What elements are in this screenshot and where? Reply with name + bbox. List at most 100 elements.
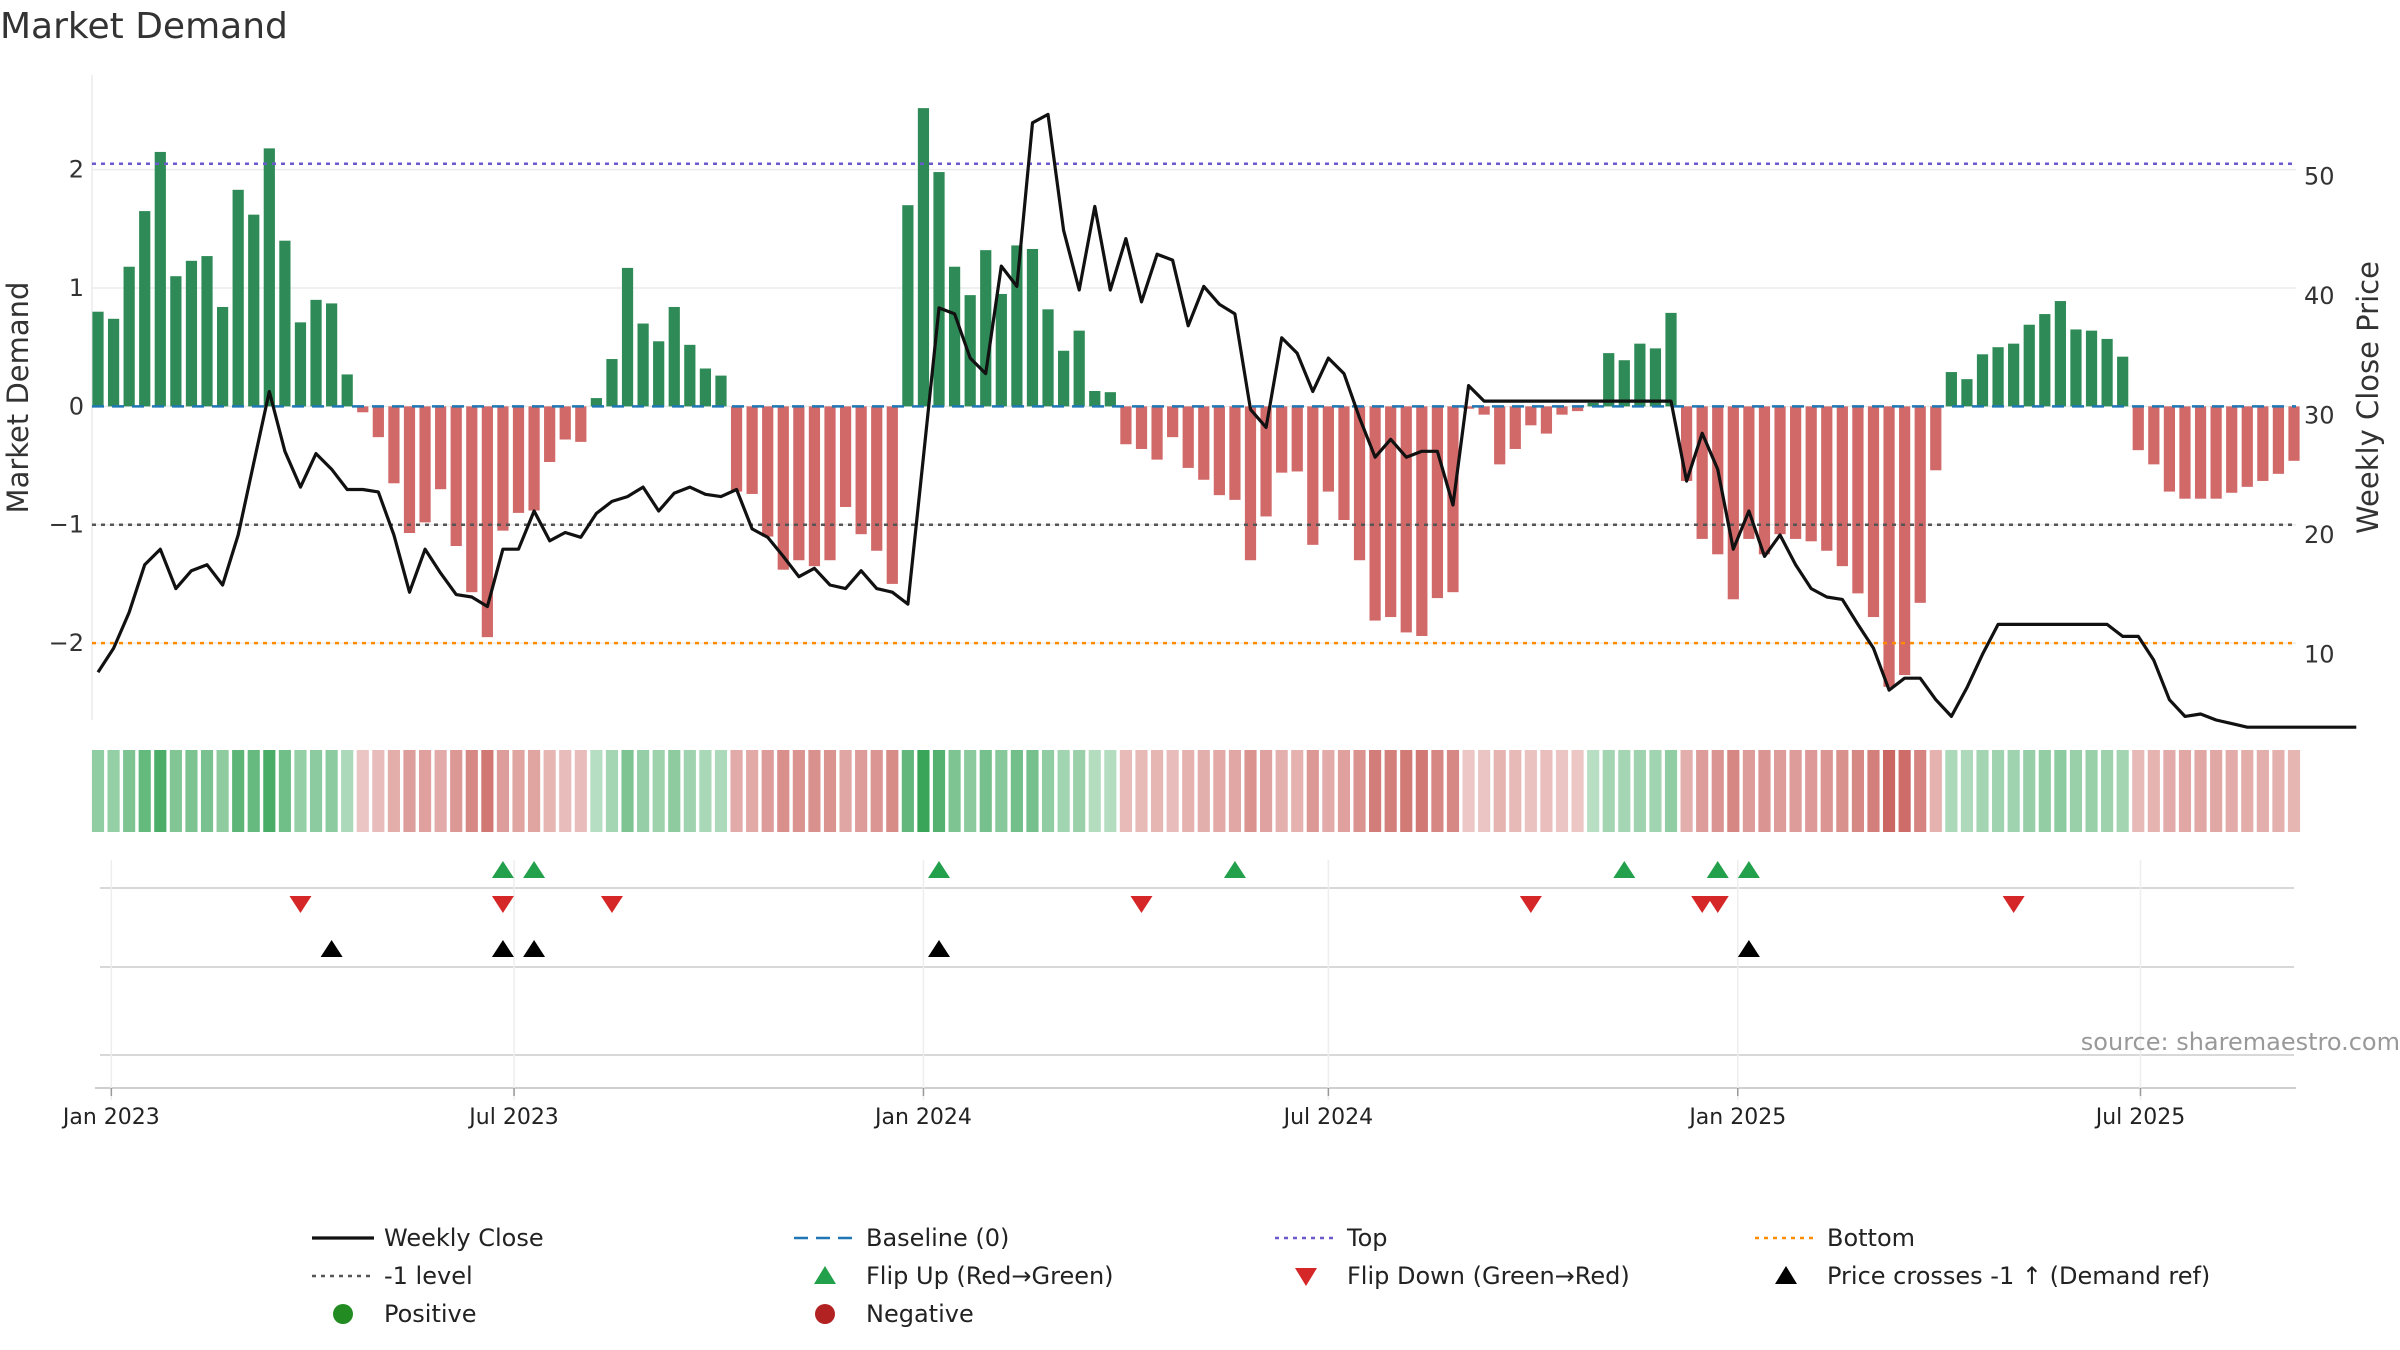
heat-cell	[2023, 750, 2036, 832]
demand-bar	[1821, 406, 1833, 551]
heat-cell	[855, 750, 868, 832]
demand-bar	[512, 406, 525, 513]
heat-cell	[699, 750, 712, 832]
legend-label: Price crosses -1 ↑ (Demand ref)	[1827, 1262, 2210, 1290]
demand-bar	[481, 406, 493, 638]
demand-bar	[1883, 406, 1895, 687]
heat-cell	[2272, 750, 2285, 832]
demand-bar	[1400, 406, 1412, 633]
heat-cell	[91, 750, 105, 832]
heat-cell	[107, 750, 120, 832]
right-tick-label: 40	[2304, 282, 2335, 310]
heat-cell	[1150, 750, 1164, 832]
heat-cell	[434, 750, 447, 832]
demand-bar	[1338, 406, 1350, 520]
heat-cell	[761, 750, 774, 832]
legend-label: Positive	[384, 1300, 477, 1328]
demand-bar	[1260, 406, 1272, 517]
weekly-close-line	[96, 112, 2357, 729]
heat-cell	[1992, 750, 2005, 832]
heat-cell	[621, 750, 634, 832]
heat-cell	[2085, 750, 2098, 832]
flip-down-marker	[491, 896, 514, 913]
demand-bar	[435, 406, 447, 490]
heat-cell	[309, 750, 323, 832]
legend-item: Flip Down (Green→Red)	[1295, 1262, 1630, 1290]
heat-cell	[2256, 750, 2269, 832]
legend-item: Flip Up (Red→Green)	[814, 1262, 1114, 1290]
legend-item: Baseline (0)	[794, 1224, 1009, 1252]
heat-cell	[808, 750, 821, 832]
heat-cell	[637, 750, 650, 832]
heat-cell	[714, 750, 728, 832]
heat-cell	[216, 750, 229, 832]
heat-cell	[668, 750, 681, 832]
price-cross-marker	[928, 940, 951, 957]
heat-cell	[886, 750, 899, 832]
heat-cell	[2101, 750, 2114, 832]
legend-item: Positive	[333, 1300, 477, 1328]
demand-bar	[1961, 379, 1973, 407]
demand-bar	[466, 406, 478, 593]
heat-cell	[1493, 750, 1506, 832]
heat-cell	[1882, 750, 1896, 832]
heat-cell	[2163, 750, 2176, 832]
x-tick-label: Jan 2024	[873, 1105, 972, 1130]
demand-bar	[419, 406, 431, 523]
demand-bar	[824, 406, 836, 561]
demand-bar	[185, 260, 198, 407]
demand-bar	[902, 205, 914, 407]
heat-cell	[1291, 750, 1304, 832]
demand-bar	[2163, 406, 2176, 492]
heat-cell	[496, 750, 510, 832]
legend-symbol	[1775, 1266, 1797, 1284]
heat-cell	[1415, 750, 1428, 832]
heat-cell	[1353, 750, 1366, 832]
heat-cell	[232, 750, 245, 832]
demand-bar	[2085, 330, 2098, 407]
demand-bar	[855, 406, 867, 535]
heat-cell	[1260, 750, 1273, 832]
demand-bar	[871, 406, 883, 551]
heat-cell	[901, 750, 914, 832]
demand-bar	[2226, 406, 2238, 493]
demand-bar	[1011, 245, 1023, 407]
chart-title: Market Demand	[0, 6, 288, 47]
x-tick-label: Jan 2023	[61, 1105, 160, 1130]
legend-item: Weekly Close	[312, 1224, 544, 1252]
demand-bar	[1540, 406, 1553, 434]
demand-bar	[1680, 406, 1693, 481]
legend-item: Negative	[815, 1300, 974, 1328]
demand-bar	[2054, 301, 2066, 407]
legend-label: Flip Up (Red→Green)	[866, 1262, 1114, 1290]
heat-cell	[418, 750, 432, 832]
demand-bar	[1151, 406, 1163, 460]
heat-cell	[1524, 750, 1537, 832]
demand-bar	[1945, 372, 1957, 407]
legend-item: Bottom	[1755, 1224, 1915, 1252]
heat-cell	[123, 750, 136, 832]
demand-bar	[1603, 353, 1615, 407]
heat-cell	[1555, 750, 1569, 832]
demand-bar	[1494, 406, 1506, 465]
legend-label: Baseline (0)	[866, 1224, 1009, 1252]
heat-cell	[870, 750, 883, 832]
demand-bar	[1634, 343, 1646, 407]
right-axis-label: Weekly Close Price	[2351, 261, 2385, 534]
demand-bar	[1743, 406, 1755, 539]
demand-bar	[793, 406, 805, 561]
legend-label: Top	[1346, 1224, 1388, 1252]
heat-cell	[605, 750, 619, 832]
flip-up-marker	[1223, 861, 1246, 878]
demand-bar	[279, 240, 291, 407]
demand-bar	[1026, 248, 1039, 407]
heat-cell	[574, 750, 587, 832]
demand-bar	[1385, 406, 1397, 618]
price-cross-marker	[320, 940, 343, 957]
demand-bar	[1509, 406, 1521, 449]
heat-cell	[1664, 750, 1678, 832]
demand-bar	[139, 211, 151, 407]
flip-down-marker	[1706, 896, 1729, 913]
heat-cell	[1727, 750, 1740, 832]
